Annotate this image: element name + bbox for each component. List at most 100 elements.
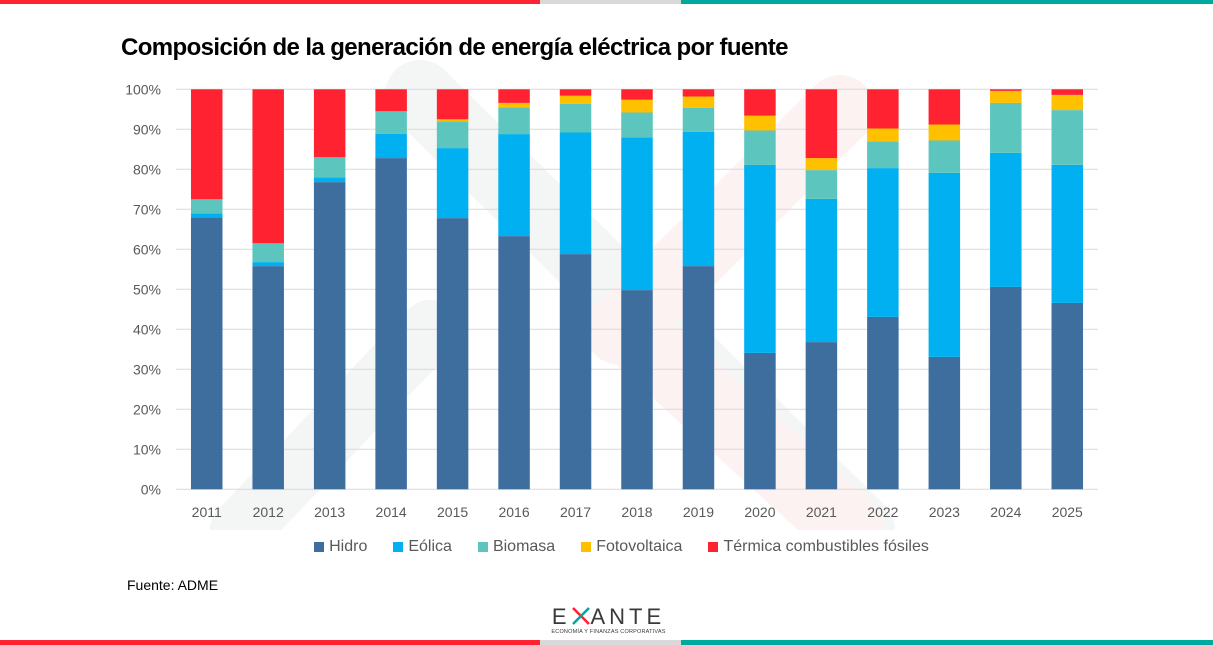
x-tick-label: 2019 bbox=[683, 504, 714, 520]
legend-item: Térmica combustibles fósiles bbox=[708, 538, 929, 556]
chart-title: Composición de la generación de energía … bbox=[121, 34, 788, 61]
x-tick-label: 2014 bbox=[376, 504, 407, 520]
bar-segment-termica-2017 bbox=[559, 89, 592, 96]
bar-segment-eolica-2017 bbox=[559, 132, 592, 255]
logo-x-icon bbox=[571, 607, 591, 625]
legend-label: Térmica combustibles fósiles bbox=[723, 538, 929, 555]
bar-segment-termica-2021 bbox=[805, 89, 838, 159]
source-note: Fuente: ADME bbox=[127, 577, 219, 593]
bar-segment-termica-2014 bbox=[375, 89, 407, 112]
y-tick-label: 20% bbox=[133, 401, 161, 417]
bar-segment-fotovoltaica-2019 bbox=[682, 96, 715, 108]
bar-segment-biomasa-2022 bbox=[867, 141, 899, 169]
bar-segment-hidro-2015 bbox=[436, 218, 469, 490]
bar-segment-termica-2015 bbox=[436, 89, 469, 120]
bar-stack-2020 bbox=[744, 89, 776, 490]
bar-stack-2021 bbox=[805, 89, 838, 490]
x-tick-label: 2021 bbox=[806, 504, 837, 520]
bar-segment-biomasa-2013 bbox=[313, 157, 346, 178]
legend-label: Hidro bbox=[329, 538, 368, 555]
bar-stack-2015 bbox=[436, 89, 469, 490]
bar-segment-termica-2025 bbox=[1051, 89, 1084, 95]
logo-letters-ante: ANTE bbox=[590, 604, 666, 629]
logo-wordmark: E ANTE bbox=[546, 606, 671, 628]
bar-segment-biomasa-2019 bbox=[682, 107, 715, 132]
bar-segment-biomasa-2014 bbox=[375, 111, 407, 134]
legend-item: Fotovoltaica bbox=[581, 538, 682, 556]
y-tick-label: 40% bbox=[133, 321, 161, 337]
legend-swatch bbox=[708, 542, 719, 552]
y-tick-label: 30% bbox=[133, 361, 161, 377]
y-tick-label: 100% bbox=[125, 81, 161, 97]
bar-segment-fotovoltaica-2018 bbox=[621, 99, 653, 113]
stripe-gray bbox=[540, 0, 681, 4]
bar-segment-biomasa-2023 bbox=[928, 140, 961, 173]
bar-segment-hidro-2012 bbox=[252, 266, 284, 490]
stacked-bar-chart: 0%10%20%30%40%50%60%70%80%90%100% 2011 20… bbox=[125, 60, 1098, 530]
bar-segment-hidro-2024 bbox=[990, 286, 1022, 490]
bar-segment-termica-2012 bbox=[252, 89, 284, 244]
bar-segment-hidro-2011 bbox=[190, 217, 223, 490]
bar-segment-biomasa-2016 bbox=[498, 107, 530, 135]
bar-segment-hidro-2025 bbox=[1051, 302, 1084, 490]
bar-stack-2025 bbox=[1051, 89, 1084, 490]
legend-swatch bbox=[393, 542, 404, 552]
bar-segment-biomasa-2018 bbox=[621, 112, 653, 138]
bar-segment-eolica-2011 bbox=[190, 213, 223, 218]
watermark-stroke-pink bbox=[585, 75, 875, 365]
bar-segment-fotovoltaica-2017 bbox=[559, 95, 592, 104]
y-tick-label: 70% bbox=[133, 201, 161, 217]
bar-segment-biomasa-2017 bbox=[559, 103, 592, 133]
bar-segment-fotovoltaica-2021 bbox=[805, 158, 838, 171]
y-tick-label: 60% bbox=[133, 241, 161, 257]
bar-segment-eolica-2023 bbox=[928, 172, 961, 357]
legend-swatch bbox=[581, 542, 592, 552]
bar-segment-eolica-2014 bbox=[375, 133, 407, 159]
legend-swatch bbox=[477, 542, 488, 552]
bar-segment-hidro-2023 bbox=[928, 356, 961, 490]
bar-segment-hidro-2014 bbox=[375, 158, 407, 490]
legend-item: Hidro bbox=[314, 538, 367, 556]
bar-segment-eolica-2019 bbox=[682, 131, 715, 267]
bar-segment-eolica-2022 bbox=[867, 168, 899, 317]
bar-stack-2023 bbox=[928, 89, 961, 490]
x-tick-label: 2025 bbox=[1052, 504, 1083, 520]
bar-segment-termica-2022 bbox=[867, 89, 899, 129]
bar-segment-biomasa-2011 bbox=[190, 199, 223, 214]
stripe-gray bbox=[540, 640, 681, 645]
bottom-brand-stripe bbox=[0, 640, 1213, 645]
bar-segment-hidro-2022 bbox=[867, 316, 899, 490]
x-tick-label: 2012 bbox=[253, 504, 284, 520]
x-tick-label: 2011 bbox=[192, 504, 222, 520]
bar-stack-2022 bbox=[867, 89, 899, 490]
logo-letter-e: E bbox=[551, 604, 571, 629]
bar-segment-fotovoltaica-2024 bbox=[990, 90, 1022, 103]
bar-stack-2019 bbox=[682, 89, 715, 490]
bar-segment-hidro-2017 bbox=[559, 254, 592, 490]
bar-segment-eolica-2018 bbox=[621, 137, 653, 291]
bar-segment-termica-2020 bbox=[744, 89, 776, 116]
bar-segment-hidro-2013 bbox=[313, 182, 346, 490]
bar-segment-hidro-2020 bbox=[744, 352, 776, 490]
x-tick-label: 2015 bbox=[437, 504, 468, 520]
bar-segment-eolica-2025 bbox=[1051, 164, 1084, 303]
bar-segment-eolica-2024 bbox=[990, 152, 1022, 287]
x-tick-label: 2023 bbox=[929, 504, 960, 520]
bar-segment-fotovoltaica-2023 bbox=[928, 124, 961, 141]
bar-segment-eolica-2021 bbox=[805, 198, 838, 343]
bar-segment-eolica-2013 bbox=[313, 177, 346, 183]
x-tick-label: 2018 bbox=[621, 504, 652, 520]
bar-segment-eolica-2020 bbox=[744, 164, 776, 353]
x-tick-label: 2013 bbox=[314, 504, 345, 520]
bar-segment-termica-2013 bbox=[313, 89, 346, 158]
x-tick-label: 2016 bbox=[498, 504, 529, 520]
stripe-red bbox=[0, 0, 540, 4]
legend-label: Biomasa bbox=[492, 538, 556, 555]
bar-stack-2017 bbox=[559, 89, 592, 490]
bar-stack-2024 bbox=[990, 89, 1022, 490]
y-tick-label: 0% bbox=[141, 481, 161, 497]
bar-segment-fotovoltaica-2016 bbox=[498, 102, 530, 108]
bar-segment-biomasa-2025 bbox=[1051, 110, 1084, 165]
bar-segment-fotovoltaica-2022 bbox=[867, 128, 899, 142]
x-axis-tick-labels: 2011 2012 2013 2014 2015 2016 2017 2018 2019 2020… bbox=[192, 504, 1083, 520]
